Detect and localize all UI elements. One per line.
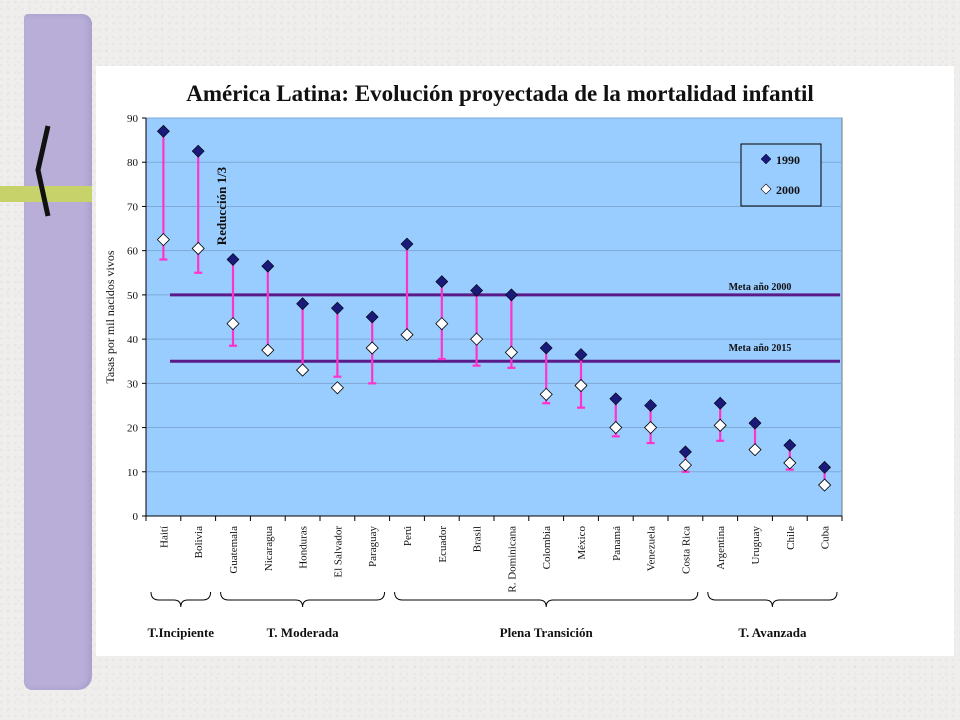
y-tick-label: 90 bbox=[127, 113, 139, 125]
x-tick-label: Uruguay bbox=[750, 526, 762, 565]
point-1990 bbox=[296, 297, 310, 311]
point-1990 bbox=[748, 416, 762, 430]
x-tick-label: El Salvador bbox=[332, 526, 344, 578]
target-2015-label: Meta año 2015 bbox=[729, 343, 792, 354]
point-2000 bbox=[504, 345, 518, 359]
x-tick-label: Panamá bbox=[611, 526, 623, 561]
x-tick-label: Cuba bbox=[820, 526, 832, 549]
point-1990 bbox=[783, 438, 797, 452]
point-2000 bbox=[330, 381, 344, 395]
point-2000 bbox=[400, 328, 414, 342]
x-tick-label: Colombia bbox=[541, 526, 553, 570]
group-label: T. Avanzada bbox=[738, 625, 807, 640]
decorative-side-band bbox=[24, 14, 92, 690]
legend-marker-2000 bbox=[760, 183, 772, 195]
chart-container: América Latina: Evolución proyectada de … bbox=[96, 66, 954, 656]
point-2000 bbox=[191, 241, 205, 256]
point-2000 bbox=[783, 456, 797, 470]
group-brace bbox=[394, 591, 699, 608]
group-brace bbox=[707, 591, 838, 608]
point-2000 bbox=[574, 378, 588, 393]
y-tick-label: 70 bbox=[127, 201, 139, 213]
bracket-glyph bbox=[35, 125, 51, 217]
x-tick-label: R. Dominicana bbox=[506, 526, 518, 593]
point-1990 bbox=[261, 259, 275, 273]
x-tick-label: Venezuela bbox=[646, 526, 658, 571]
point-1990 bbox=[713, 396, 727, 410]
chart-svg: América Latina: Evolución proyectada de … bbox=[103, 81, 843, 640]
x-tick-label: Chile bbox=[785, 526, 797, 550]
y-tick-label: 60 bbox=[127, 246, 139, 258]
target-2000-label: Meta año 2000 bbox=[729, 282, 792, 293]
point-2000 bbox=[261, 343, 275, 357]
x-tick-label: Ecuador bbox=[437, 526, 449, 563]
point-2000 bbox=[713, 418, 727, 432]
point-1990 bbox=[818, 460, 832, 474]
legend-label-2000: 2000 bbox=[776, 183, 800, 197]
point-2000 bbox=[539, 387, 553, 401]
x-tick-label: Haití bbox=[158, 526, 170, 548]
x-tick-label: Bolivia bbox=[193, 526, 205, 559]
x-tick-label: Argentina bbox=[715, 526, 727, 570]
point-2000 bbox=[818, 478, 832, 492]
point-1990 bbox=[365, 310, 379, 324]
plot-area bbox=[145, 117, 843, 517]
point-2000 bbox=[644, 420, 658, 435]
point-1990 bbox=[574, 348, 588, 362]
y-axis-label: Tasas por mil nacidos vivos bbox=[103, 250, 117, 383]
legend-label-1990: 1990 bbox=[776, 153, 800, 167]
point-2000 bbox=[678, 458, 692, 472]
legend: 1990 2000 bbox=[740, 143, 822, 207]
point-1990 bbox=[609, 392, 623, 406]
group-label: Plena Transición bbox=[500, 625, 594, 640]
y-tick-label: 40 bbox=[127, 334, 139, 346]
point-1990 bbox=[226, 253, 240, 266]
x-tick-label: Nicaragua bbox=[263, 526, 275, 571]
reduction-annotation: Reducción 1/3 bbox=[214, 166, 229, 245]
legend-marker-1990 bbox=[760, 153, 772, 165]
chart-title: América Latina: Evolución proyectada de … bbox=[186, 81, 814, 106]
group-label: T.Incipiente bbox=[148, 625, 215, 640]
x-tick-label: Guatemala bbox=[228, 526, 240, 574]
point-1990 bbox=[400, 237, 414, 251]
point-1990 bbox=[330, 301, 344, 315]
x-tick-label: Paraguay bbox=[367, 526, 379, 567]
x-tick-label: Perú bbox=[402, 526, 414, 547]
point-2000 bbox=[226, 317, 240, 331]
group-brace bbox=[150, 591, 212, 608]
decorative-side-stripe bbox=[0, 186, 92, 202]
x-tick-label: Brasil bbox=[472, 526, 484, 552]
point-1990 bbox=[191, 144, 205, 158]
point-2000 bbox=[435, 317, 449, 331]
y-tick-label: 30 bbox=[127, 378, 139, 390]
x-tick-label: México bbox=[576, 526, 588, 560]
point-1990 bbox=[504, 288, 518, 302]
point-1990 bbox=[470, 284, 484, 297]
group-label: T. Moderada bbox=[267, 625, 339, 640]
y-tick-label: 10 bbox=[127, 467, 139, 479]
point-1990 bbox=[435, 275, 449, 289]
group-brace bbox=[220, 591, 386, 608]
x-tick-label: Costa Rica bbox=[680, 526, 692, 574]
x-tick-label: Honduras bbox=[298, 526, 310, 569]
point-1990 bbox=[156, 124, 170, 138]
point-2000 bbox=[365, 341, 379, 355]
point-2000 bbox=[609, 420, 623, 435]
y-tick-label: 20 bbox=[127, 423, 139, 435]
point-2000 bbox=[470, 332, 484, 346]
y-tick-label: 50 bbox=[127, 290, 139, 302]
point-1990 bbox=[539, 341, 553, 355]
point-2000 bbox=[748, 443, 762, 457]
point-2000 bbox=[156, 233, 170, 247]
y-tick-label: 80 bbox=[127, 157, 139, 169]
y-tick-label: 0 bbox=[133, 511, 139, 523]
point-2000 bbox=[296, 363, 310, 377]
point-1990 bbox=[678, 445, 692, 459]
point-1990 bbox=[644, 399, 658, 412]
